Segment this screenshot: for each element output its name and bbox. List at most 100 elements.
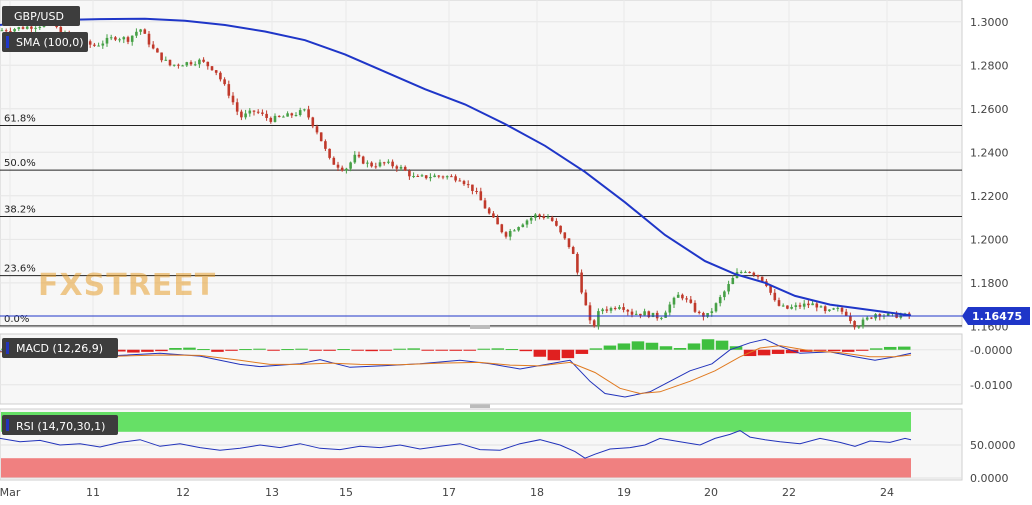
candle-body: [832, 308, 835, 310]
macd-histogram-bar: [197, 349, 210, 351]
macd-histogram-bar: [491, 348, 505, 350]
candle-body: [634, 313, 638, 315]
candle-body: [643, 311, 646, 316]
candle-body: [605, 309, 609, 311]
candle-body: [878, 314, 882, 317]
candle-body: [828, 309, 831, 312]
candle-body: [277, 115, 281, 117]
time-tick-label: 17: [442, 486, 456, 499]
current-price-text: 1.16475: [972, 310, 1022, 323]
candle-body: [681, 294, 684, 299]
candle-body: [714, 303, 718, 312]
candle-body: [777, 300, 781, 306]
candle-body: [870, 317, 873, 319]
candle-body: [273, 115, 277, 122]
macd-histogram-bar: [785, 349, 799, 354]
candle-body: [88, 41, 92, 45]
macd-histogram-bar: [715, 340, 729, 350]
candle-body: [59, 27, 63, 34]
candle-body: [324, 141, 327, 149]
macd-axis: -0.0000 -0.0100: [970, 344, 1012, 392]
macd-histogram-bar: [505, 349, 519, 351]
candle-body: [17, 27, 21, 30]
sma-legend[interactable]: [2, 32, 88, 52]
macd-histogram-bar: [239, 349, 252, 351]
rsi-tick-label: 50.0000: [970, 439, 1016, 452]
candle-body: [0, 30, 4, 32]
macd-histogram-bar: [449, 349, 463, 351]
candle-body: [30, 26, 33, 29]
candle-body: [303, 109, 306, 111]
macd-histogram-bar: [687, 343, 701, 350]
fib-level-label: 23.6%: [4, 264, 36, 275]
macd-tick-label: -0.0000: [970, 344, 1012, 357]
candle-body: [366, 162, 369, 164]
price-tick-label: 1.2800: [970, 59, 1009, 72]
candle-body: [4, 30, 8, 32]
candle-body: [668, 304, 672, 313]
candle-body: [181, 65, 184, 67]
candle-body: [231, 95, 235, 103]
macd-legend[interactable]: [2, 338, 118, 358]
price-axis: 1.3000 1.2800 1.2600 1.2400 1.2200 1.2000 1.18…: [970, 16, 1009, 334]
candle-body: [55, 25, 58, 28]
candle-body: [349, 162, 352, 169]
time-tick-label: 19: [617, 486, 631, 499]
candle-body: [462, 181, 466, 185]
candle-body: [475, 191, 478, 193]
candle-body: [403, 166, 407, 171]
macd-histogram-bar: [841, 349, 855, 352]
macd-histogram-bar: [869, 348, 883, 350]
price-tick-label: 1.2400: [970, 146, 1009, 159]
rsi-label: RSI (14,70,30,1): [16, 420, 105, 433]
macd-histogram-bar: [855, 349, 869, 351]
candle-body: [626, 309, 630, 312]
pane-resize-handle[interactable]: [470, 404, 490, 408]
candle-body: [340, 167, 344, 171]
price-tick-label: 1.2200: [970, 190, 1009, 203]
candle-body: [198, 59, 201, 65]
macd-histogram-bar: [771, 349, 785, 354]
candle-body: [177, 64, 180, 66]
candle-body: [437, 175, 441, 177]
rsi-legend[interactable]: [2, 415, 118, 435]
macd-histogram-bar: [267, 349, 280, 351]
signal-line: [0, 345, 912, 395]
macd-histogram-bar: [337, 349, 350, 351]
candle-body: [206, 61, 210, 67]
rsi-line: [0, 429, 912, 459]
candle-body: [160, 52, 163, 61]
candle-body: [382, 162, 386, 164]
candle-body: [857, 326, 861, 328]
candle-body: [819, 306, 823, 308]
candle-body: [286, 113, 289, 117]
candle-body: [328, 148, 331, 158]
candle-body: [748, 271, 751, 273]
candle-body: [202, 59, 205, 62]
candle-body: [513, 230, 516, 232]
time-tick-label: 13: [265, 486, 279, 499]
macd-histogram-bar: [435, 349, 448, 351]
candle-body: [101, 43, 105, 46]
candle-body: [525, 220, 529, 225]
candle-body: [576, 253, 579, 273]
pane-resize-handle[interactable]: [470, 325, 490, 329]
candle-body: [466, 184, 470, 186]
candle-body: [672, 297, 676, 305]
candle-body: [886, 313, 890, 316]
candle-body: [752, 272, 756, 275]
candle-body: [408, 170, 411, 177]
macd-line: [0, 338, 912, 398]
macd-histogram-bar: [421, 349, 434, 351]
candle-body: [370, 162, 373, 167]
macd-histogram-bar: [127, 349, 140, 353]
candle-body: [227, 84, 231, 96]
symbol-legend[interactable]: [2, 6, 80, 26]
macd-legend-swatch: [6, 342, 9, 354]
candle-body: [290, 113, 294, 116]
rsi-pane: RSI (14,70,30,1): [0, 408, 963, 481]
candle-body: [689, 299, 693, 303]
candle-body: [315, 126, 319, 133]
candle-body: [622, 307, 625, 310]
